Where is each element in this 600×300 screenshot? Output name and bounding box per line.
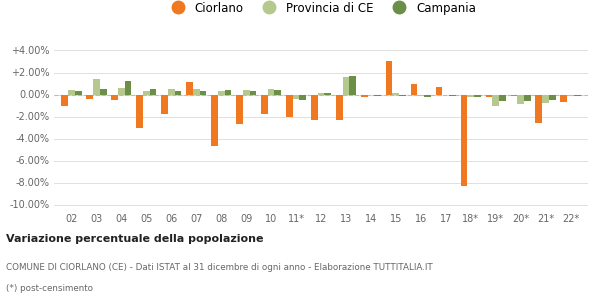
Text: COMUNE DI CIORLANO (CE) - Dati ISTAT al 31 dicembre di ogni anno - Elaborazione : COMUNE DI CIORLANO (CE) - Dati ISTAT al … <box>6 263 433 272</box>
Bar <box>111 94 118 100</box>
Legend: Ciorlano, Provincia di CE, Campania: Ciorlano, Provincia di CE, Campania <box>161 0 481 19</box>
Bar <box>200 91 206 94</box>
Bar <box>236 94 243 124</box>
Bar <box>311 94 317 120</box>
Bar <box>68 90 75 94</box>
Bar <box>524 94 531 101</box>
Bar <box>424 94 431 97</box>
Bar <box>86 94 93 99</box>
Bar <box>474 94 481 97</box>
Bar <box>186 82 193 94</box>
Bar <box>93 79 100 94</box>
Bar <box>268 89 274 94</box>
Bar <box>168 89 175 94</box>
Bar <box>542 94 549 103</box>
Bar <box>325 93 331 94</box>
Bar <box>511 94 517 96</box>
Bar <box>211 94 218 146</box>
Bar <box>193 89 200 94</box>
Bar <box>75 91 82 94</box>
Bar <box>336 94 343 120</box>
Bar <box>118 88 125 94</box>
Bar <box>349 76 356 94</box>
Bar <box>392 93 399 94</box>
Text: Variazione percentuale della popolazione: Variazione percentuale della popolazione <box>6 233 263 244</box>
Bar <box>567 94 574 96</box>
Bar <box>293 94 299 99</box>
Bar <box>535 94 542 123</box>
Bar <box>100 89 107 94</box>
Bar <box>411 83 418 94</box>
Bar <box>499 94 506 101</box>
Bar <box>224 90 231 94</box>
Bar <box>149 89 157 94</box>
Bar <box>317 93 325 94</box>
Bar <box>343 77 349 94</box>
Bar <box>461 94 467 186</box>
Bar <box>399 94 406 96</box>
Bar <box>143 91 149 94</box>
Bar <box>449 94 456 96</box>
Bar <box>493 94 499 106</box>
Bar <box>243 90 250 94</box>
Bar <box>386 61 392 94</box>
Bar <box>574 94 581 96</box>
Bar <box>125 81 131 94</box>
Text: (*) post-censimento: (*) post-censimento <box>6 284 93 293</box>
Bar <box>549 94 556 100</box>
Bar <box>161 94 168 114</box>
Bar <box>274 90 281 94</box>
Bar <box>517 94 524 104</box>
Bar <box>250 91 256 94</box>
Bar <box>286 94 293 116</box>
Bar <box>218 91 224 94</box>
Bar <box>374 94 381 96</box>
Bar <box>485 94 493 97</box>
Bar <box>361 94 368 97</box>
Bar <box>299 94 306 100</box>
Bar <box>261 94 268 114</box>
Bar <box>560 94 567 102</box>
Bar <box>175 91 181 94</box>
Bar <box>61 94 68 106</box>
Bar <box>436 87 442 94</box>
Bar <box>136 94 143 128</box>
Bar <box>418 94 424 96</box>
Bar <box>467 94 474 97</box>
